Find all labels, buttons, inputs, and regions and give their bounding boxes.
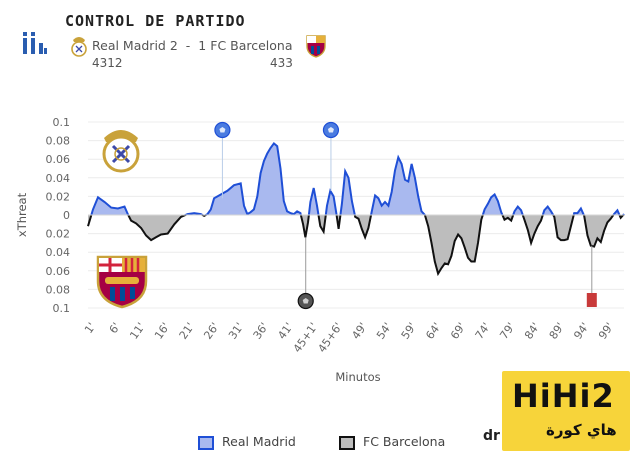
red-card-icon[interactable] [586,293,597,307]
away-formation: 433 [270,56,293,70]
legend-item-real-madrid[interactable]: Real Madrid [198,434,296,450]
y-tick-label: 0.1 [53,116,71,129]
watermark: HiHi2 هاي كورة [502,371,630,451]
watermark-sub-text: هاي كورة [546,421,617,439]
x-tick-label: 36' [251,320,271,341]
fc-barcelona-area [88,215,624,274]
page-title: CONTROL DE PARTIDO [65,12,246,30]
x-tick-label: 59' [399,320,419,341]
stats-logo-icon [23,32,47,54]
x-tick-label: 74' [473,320,493,341]
x-tick-label: 41' [275,320,295,341]
legend-swatch-fc-barcelona [339,436,355,450]
x-tick-label: 26' [201,320,221,341]
x-tick-label: 21' [177,320,197,341]
goal-ball-icon[interactable] [297,292,314,310]
fc-barcelona-crest-large-icon [96,255,148,309]
real-madrid-crest-large-icon [102,130,140,173]
x-tick-label: 99' [596,320,616,341]
x-tick-label: 6' [107,320,123,336]
away-team-name: FC Barcelona [210,38,293,53]
x-tick-label: 84' [522,320,542,341]
score-separator: - [185,38,191,53]
x-tick-label: 54' [374,320,394,341]
y-tick-label: 0.1 [53,302,71,315]
x-tick-label: 1' [82,320,98,336]
y-tick-label: 0.04 [46,172,71,185]
x-axis-ticks: 1' 6' 11' 16' 21' 26' 31' 36' 41'45+1'45+6' 49' 54… [82,320,616,355]
scoreline: Real Madrid 2 - 1 FC Barcelona [92,38,297,53]
legend-label-fc-barcelona: FC Barcelona [363,434,446,449]
xthreat-line-negative [87,215,625,277]
y-tick-label: 0.02 [46,190,71,203]
legend-item-fc-barcelona[interactable]: FC Barcelona [339,434,445,450]
x-tick-label: 64' [423,320,443,341]
real-madrid-area [88,143,624,215]
y-tick-label: 0.08 [46,283,71,296]
home-team-name: Real Madrid [92,38,166,53]
match-events [214,121,597,310]
watermark-main-text: HiHi2 [512,377,615,415]
away-score: 1 [198,38,207,53]
y-tick-label: 0.02 [46,228,71,241]
y-tick-label: 0.06 [46,153,71,166]
x-tick-label: 45+1' [291,320,321,355]
x-tick-label: 16' [152,320,172,341]
home-score: 2 [169,38,178,53]
legend-label-real-madrid: Real Madrid [222,434,296,449]
y-axis-label: xThreat [15,192,29,237]
x-tick-label: 45+6' [315,320,345,355]
y-tick-label: 0.06 [46,265,71,278]
y-tick-label: 0.04 [46,246,71,259]
x-axis-label: Minutos [335,370,380,384]
x-tick-label: 69' [448,320,468,341]
legend-swatch-real-madrid [198,436,214,450]
x-tick-label: 49' [349,320,369,341]
y-axis-ticks: 0.1 0.08 0.06 0.04 0.02 0 0.02 0.04 0.06 0.08 0.1 [46,116,71,315]
x-tick-label: 31' [226,320,246,341]
fc-barcelona-crest-icon [306,35,326,58]
goal-ball-icon[interactable] [322,121,340,139]
goal-ball-icon[interactable] [214,121,231,139]
watermark-partial-text: dr [483,428,500,444]
real-madrid-crest-icon [71,37,87,57]
x-tick-label: 11' [127,320,147,341]
x-tick-label: 79' [497,320,517,341]
home-formation: 4312 [92,56,123,70]
xthreat-line [90,141,625,215]
x-tick-label: 94' [571,320,591,341]
y-tick-label: 0 [63,209,70,222]
y-tick-label: 0.08 [46,135,71,148]
x-tick-label: 89' [547,320,567,341]
